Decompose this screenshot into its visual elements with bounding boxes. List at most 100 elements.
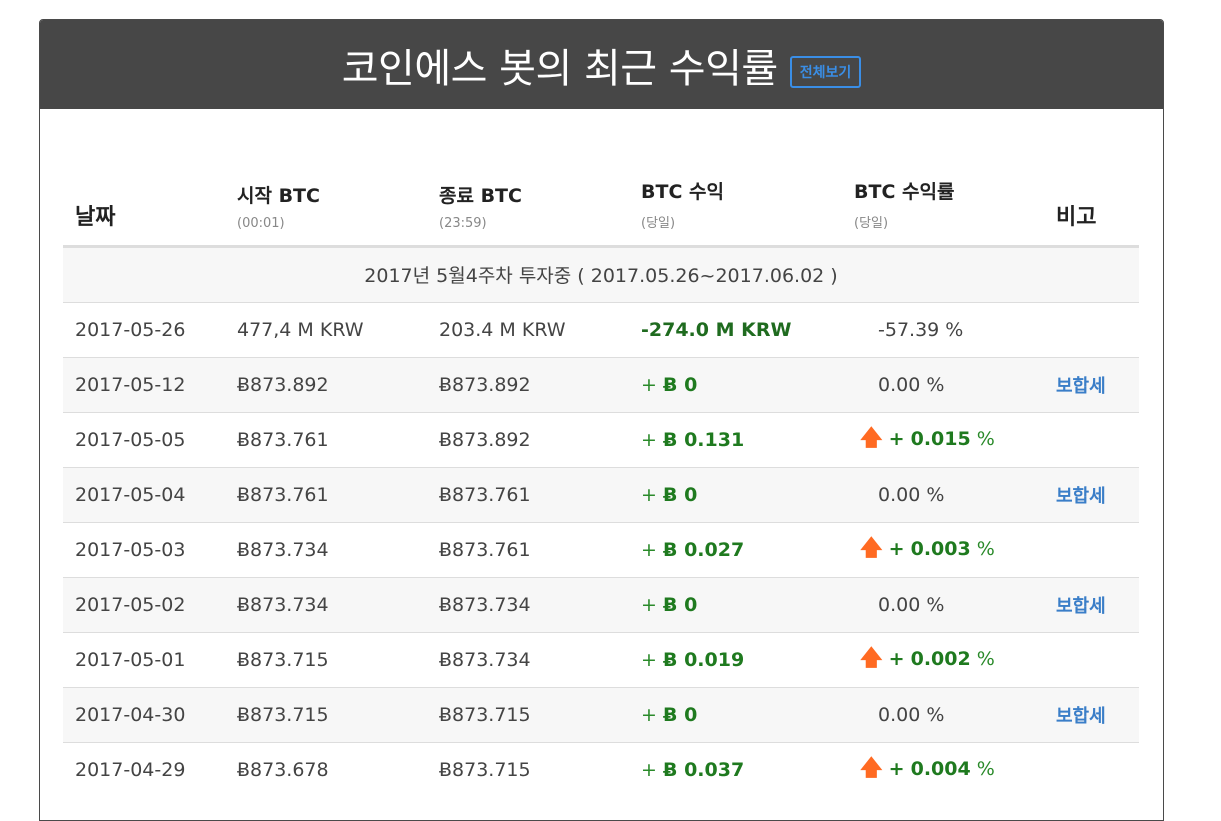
rate-sign: + bbox=[888, 757, 905, 780]
btc-profit-cell: + Ƀ 0 bbox=[629, 686, 842, 742]
note-value: 보합세 bbox=[1056, 375, 1106, 397]
profit-sign: + bbox=[641, 373, 657, 396]
end-btc-value: Ƀ873.734 bbox=[439, 648, 531, 671]
week-row: 2017년 5월4주차 투자중 ( 2017.05.26~2017.06.02 … bbox=[63, 245, 1139, 302]
btc-rate-cell: 🡅 + 0.004 % bbox=[842, 741, 1044, 797]
note-cell: 보합세 bbox=[1044, 686, 1139, 742]
note-value: 보합세 bbox=[1056, 705, 1106, 727]
table-row: 2017-04-30 Ƀ873.715 Ƀ873.715 + Ƀ 0 0.00 % 보합세 bbox=[63, 686, 1139, 742]
date-value: 2017-04-29 bbox=[75, 758, 186, 781]
up-arrow-icon: 🡅 bbox=[860, 535, 883, 561]
rate-value: 0.004 bbox=[910, 757, 971, 780]
profit-sign: + bbox=[641, 428, 657, 451]
up-arrow-icon: 🡅 bbox=[860, 425, 883, 451]
note-cell: 보합세 bbox=[1044, 576, 1139, 632]
table-row: 2017-05-05 Ƀ873.761 Ƀ873.892 + Ƀ 0.131 🡅 + 0.… bbox=[63, 411, 1139, 467]
start-btc-cell: Ƀ873.734 bbox=[225, 521, 427, 577]
note-cell: 보합세 bbox=[1044, 356, 1139, 412]
btc-profit-cell: + Ƀ 0.131 bbox=[629, 411, 842, 467]
start-btc-value: Ƀ873.761 bbox=[237, 428, 329, 451]
date-value: 2017-04-30 bbox=[75, 703, 186, 726]
start-btc-value: Ƀ873.734 bbox=[237, 593, 329, 616]
btc-rate-cell: 0.00 % bbox=[842, 576, 1044, 632]
btc-profit-cell: + Ƀ 0.037 bbox=[629, 741, 842, 797]
start-btc-cell: Ƀ873.892 bbox=[225, 356, 427, 412]
col-start-btc-sub: (00:01) bbox=[237, 215, 285, 231]
end-btc-value: Ƀ873.715 bbox=[439, 703, 531, 726]
profit-sign: + bbox=[641, 538, 657, 561]
table-header-row: 날짜 시작 BTC (00:01) 종료 BTC (23:59) BTC 수익 … bbox=[63, 170, 1139, 246]
start-btc-cell: Ƀ873.678 bbox=[225, 741, 427, 797]
end-btc-value: Ƀ873.892 bbox=[439, 428, 531, 451]
col-start-btc-label: 시작 BTC bbox=[237, 184, 320, 207]
btc-rate-cell: -57.39 % bbox=[842, 301, 1044, 357]
end-btc-value: Ƀ873.734 bbox=[439, 593, 531, 616]
btc-rate-cell: 🡅 + 0.002 % bbox=[842, 631, 1044, 687]
end-btc-cell: Ƀ873.761 bbox=[427, 466, 629, 522]
note-cell bbox=[1044, 631, 1139, 687]
start-btc-cell: Ƀ873.715 bbox=[225, 686, 427, 742]
profit-value: Ƀ 0.131 bbox=[662, 428, 745, 451]
col-date-label: 날짜 bbox=[75, 204, 116, 230]
rate-pct: % bbox=[976, 647, 995, 670]
end-btc-value: Ƀ873.892 bbox=[439, 373, 531, 396]
profit-value: -274.0 M KRW bbox=[641, 318, 792, 341]
date-cell: 2017-05-02 bbox=[63, 576, 225, 632]
note-value: 보합세 bbox=[1056, 595, 1106, 617]
profit-sign: + bbox=[641, 758, 657, 781]
date-cell: 2017-04-29 bbox=[63, 741, 225, 797]
profit-table: 날짜 시작 BTC (00:01) 종료 BTC (23:59) BTC 수익 … bbox=[63, 170, 1139, 797]
end-btc-value: 203.4 M KRW bbox=[439, 318, 566, 341]
end-btc-cell: 203.4 M KRW bbox=[427, 301, 629, 357]
rate-value: 0.00 % bbox=[878, 593, 945, 616]
end-btc-cell: Ƀ873.715 bbox=[427, 686, 629, 742]
start-btc-cell: Ƀ873.715 bbox=[225, 631, 427, 687]
end-btc-cell: Ƀ873.892 bbox=[427, 411, 629, 467]
view-all-button[interactable]: 전체보기 bbox=[789, 55, 862, 88]
start-btc-cell: Ƀ873.761 bbox=[225, 466, 427, 522]
profit-value: Ƀ 0 bbox=[662, 593, 698, 616]
profit-value: Ƀ 0 bbox=[662, 373, 698, 396]
table-row: 2017-04-29 Ƀ873.678 Ƀ873.715 + Ƀ 0.037 🡅 + 0.… bbox=[63, 741, 1139, 797]
date-value: 2017-05-05 bbox=[75, 428, 186, 451]
end-btc-cell: Ƀ873.892 bbox=[427, 356, 629, 412]
note-cell bbox=[1044, 301, 1139, 357]
date-cell: 2017-05-03 bbox=[63, 521, 225, 577]
panel-header: 코인에스 봇의 최근 수익률 전체보기 bbox=[40, 20, 1163, 109]
col-note-label: 비고 bbox=[1056, 204, 1097, 230]
btc-rate-cell: 🡅 + 0.015 % bbox=[842, 411, 1044, 467]
end-btc-value: Ƀ873.761 bbox=[439, 483, 531, 506]
date-cell: 2017-05-12 bbox=[63, 356, 225, 412]
date-cell: 2017-05-04 bbox=[63, 466, 225, 522]
col-btc-rate-label: BTC 수익률 bbox=[854, 180, 955, 203]
table-row: 2017-05-04 Ƀ873.761 Ƀ873.761 + Ƀ 0 0.00 % 보합세 bbox=[63, 466, 1139, 522]
col-btc-profit-label: BTC 수익 bbox=[641, 180, 724, 203]
rate-value: 0.00 % bbox=[878, 483, 945, 506]
page-title: 코인에스 봇의 최근 수익률 bbox=[341, 45, 778, 92]
btc-rate-cell: 0.00 % bbox=[842, 686, 1044, 742]
btc-rate-cell: 0.00 % bbox=[842, 356, 1044, 412]
rate-value: 0.00 % bbox=[878, 703, 945, 726]
btc-profit-cell: + Ƀ 0 bbox=[629, 466, 842, 522]
note-value: 보합세 bbox=[1056, 485, 1106, 507]
col-btc-rate: BTC 수익률 (당일) bbox=[842, 170, 1044, 246]
col-start-btc: 시작 BTC (00:01) bbox=[225, 170, 427, 246]
rate-sign: + bbox=[888, 427, 905, 450]
start-btc-value: Ƀ873.678 bbox=[237, 758, 329, 781]
date-cell: 2017-05-05 bbox=[63, 411, 225, 467]
table-row: 2017-05-02 Ƀ873.734 Ƀ873.734 + Ƀ 0 0.00 % 보합세 bbox=[63, 576, 1139, 632]
date-value: 2017-05-03 bbox=[75, 538, 186, 561]
profit-value: Ƀ 0.019 bbox=[662, 648, 745, 671]
btc-rate-cell: 0.00 % bbox=[842, 466, 1044, 522]
note-cell bbox=[1044, 521, 1139, 577]
note-cell: 보합세 bbox=[1044, 466, 1139, 522]
profit-value: Ƀ 0 bbox=[662, 703, 698, 726]
up-arrow-icon: 🡅 bbox=[860, 755, 883, 781]
table-row: 2017-05-03 Ƀ873.734 Ƀ873.761 + Ƀ 0.027 🡅 + 0.… bbox=[63, 521, 1139, 577]
btc-profit-cell: + Ƀ 0 bbox=[629, 356, 842, 412]
col-btc-profit-sub: (당일) bbox=[641, 215, 676, 231]
col-note: 비고 bbox=[1044, 170, 1139, 246]
start-btc-value: Ƀ873.761 bbox=[237, 483, 329, 506]
profit-sign: + bbox=[641, 483, 657, 506]
start-btc-cell: 477,4 M KRW bbox=[225, 301, 427, 357]
